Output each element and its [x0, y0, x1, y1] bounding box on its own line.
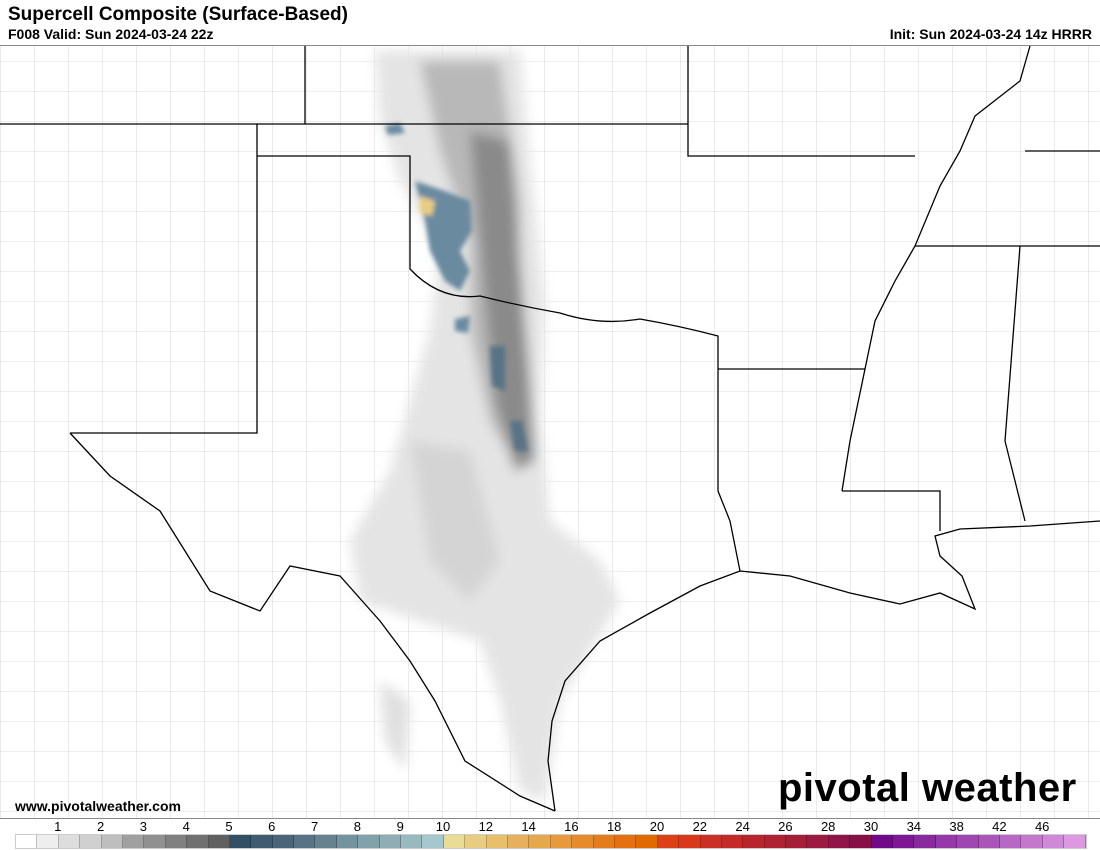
colorbar-tick-label: 10	[435, 819, 451, 834]
colorbar-tick-label: 1	[54, 819, 62, 834]
colorbar-swatch	[379, 835, 402, 848]
colorbar-swatch	[443, 835, 466, 848]
colorbar-swatch	[593, 835, 615, 848]
colorbar-swatch	[1021, 835, 1043, 848]
colorbar-tick-label: 34	[906, 819, 922, 834]
colorbar-tick-label: 6	[268, 819, 276, 834]
colorbar-swatch	[550, 835, 573, 848]
colorbar-swatch	[764, 835, 787, 848]
colorbar-swatch	[272, 835, 295, 848]
colorbar-swatch	[187, 835, 209, 848]
colorbar-tick-label: 28	[820, 819, 836, 834]
colorbar-tick-label: 3	[139, 819, 148, 834]
colorbar-tick-label: 22	[692, 819, 708, 834]
colorbar-swatch	[999, 835, 1022, 848]
colorbar-swatch	[679, 835, 701, 848]
colorbar-swatch	[700, 835, 722, 848]
map-title: Supercell Composite (Surface-Based)	[8, 4, 348, 25]
colorbar-swatch	[935, 835, 958, 848]
colorbar-swatch	[336, 835, 359, 848]
colorbar-swatch	[101, 835, 123, 848]
colorbar-swatch	[657, 835, 680, 848]
colorbar-swatch	[165, 835, 188, 848]
colorbar-tick-label: 7	[310, 819, 319, 834]
colorbar-swatch	[1042, 835, 1065, 848]
colorbar	[15, 834, 1087, 849]
colorbar-tick-label: 30	[863, 819, 879, 834]
colorbar-swatch	[572, 835, 594, 848]
colorbar-swatch	[743, 835, 765, 848]
colorbar-tick-label: 42	[992, 819, 1007, 834]
colorbar-swatch	[144, 835, 166, 848]
colorbar-tick-label: 8	[353, 819, 362, 834]
colorbar-tick-label: 38	[949, 819, 964, 834]
colorbar-swatch	[315, 835, 337, 848]
state-borders	[0, 45, 1100, 812]
valid-time: F008 Valid: Sun 2024-03-24 22z	[8, 26, 214, 42]
colorbar-swatch	[529, 835, 551, 848]
colorbar-swatch	[294, 835, 316, 848]
colorbar-tick-label: 26	[778, 819, 793, 834]
colorbar-swatch	[807, 835, 829, 848]
map-panel[interactable]	[0, 45, 1100, 819]
colorbar-swatch	[251, 835, 273, 848]
colorbar-swatch	[828, 835, 851, 848]
colorbar-swatch	[208, 835, 230, 848]
colorbar-swatch	[122, 835, 145, 848]
colorbar-tick-label: 16	[564, 819, 579, 834]
colorbar-swatch	[16, 835, 38, 848]
colorbar-swatch	[80, 835, 102, 848]
website-label[interactable]: www.pivotalweather.com	[15, 798, 181, 814]
colorbar-swatch	[401, 835, 423, 848]
colorbar-swatch	[486, 835, 508, 848]
colorbar-swatch	[1064, 835, 1086, 848]
colorbar-swatch	[229, 835, 252, 848]
colorbar-swatch	[893, 835, 915, 848]
colorbar-swatch	[58, 835, 81, 848]
colorbar-tick-label: 46	[1034, 819, 1050, 834]
colorbar-tick-label: 4	[182, 819, 190, 834]
colorbar-swatch	[465, 835, 487, 848]
pivotal-weather-logo: pivotal weather	[778, 766, 1077, 810]
colorbar-swatch	[721, 835, 744, 848]
colorbar-swatch	[358, 835, 380, 848]
colorbar-swatch	[978, 835, 1000, 848]
colorbar-tick-label: 14	[521, 819, 536, 834]
colorbar-tick-label: 5	[225, 819, 233, 834]
colorbar-swatch	[37, 835, 59, 848]
colorbar-swatch	[614, 835, 637, 848]
colorbar-tick-label: 18	[606, 819, 622, 834]
scp-shading-blue	[385, 123, 528, 451]
colorbar-tick-label: 2	[96, 819, 105, 834]
colorbar-swatch	[850, 835, 872, 848]
colorbar-swatch	[957, 835, 979, 848]
colorbar-swatch	[914, 835, 936, 848]
init-time: Init: Sun 2024-03-24 14z HRRR	[889, 26, 1092, 42]
colorbar-swatch	[636, 835, 658, 848]
colorbar-tick-label: 24	[735, 819, 750, 834]
map-svg	[0, 45, 1100, 818]
colorbar-tick-label: 9	[396, 819, 404, 834]
colorbar-swatch	[507, 835, 530, 848]
colorbar-swatch	[786, 835, 808, 848]
colorbar-tick-label: 20	[649, 819, 665, 834]
colorbar-tick-label: 12	[478, 819, 494, 834]
colorbar-swatch	[871, 835, 894, 848]
colorbar-swatch	[422, 835, 444, 848]
